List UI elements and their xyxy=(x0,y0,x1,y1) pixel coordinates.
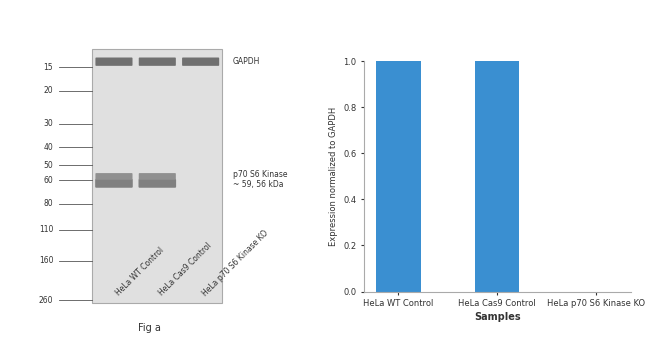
Bar xyxy=(475,61,519,292)
FancyBboxPatch shape xyxy=(182,58,219,66)
FancyBboxPatch shape xyxy=(96,173,133,180)
Text: 40: 40 xyxy=(44,143,53,152)
Text: HeLa p70 S6 Kinase KO: HeLa p70 S6 Kinase KO xyxy=(201,228,270,298)
FancyBboxPatch shape xyxy=(95,179,133,188)
Text: p70 S6 Kinase
~ 59, 56 kDa: p70 S6 Kinase ~ 59, 56 kDa xyxy=(233,170,287,189)
Text: HeLa WT Control: HeLa WT Control xyxy=(114,246,166,298)
Text: 110: 110 xyxy=(39,225,53,234)
X-axis label: Samples: Samples xyxy=(474,312,521,322)
Text: 80: 80 xyxy=(44,199,53,208)
Bar xyxy=(376,61,421,292)
Text: GAPDH: GAPDH xyxy=(233,57,260,66)
FancyBboxPatch shape xyxy=(138,179,176,188)
FancyBboxPatch shape xyxy=(138,58,176,66)
Y-axis label: Expression normalized to GAPDH: Expression normalized to GAPDH xyxy=(328,107,337,246)
Text: 60: 60 xyxy=(44,176,53,185)
Text: 50: 50 xyxy=(44,161,53,170)
Text: 20: 20 xyxy=(44,86,53,95)
Text: 160: 160 xyxy=(39,256,53,265)
Bar xyxy=(92,49,222,303)
FancyBboxPatch shape xyxy=(96,58,133,66)
Text: 15: 15 xyxy=(44,62,53,72)
Text: 30: 30 xyxy=(44,119,53,128)
Text: 260: 260 xyxy=(39,296,53,305)
Text: HeLa Cas9 Control: HeLa Cas9 Control xyxy=(157,241,214,298)
FancyBboxPatch shape xyxy=(138,173,176,180)
Text: Fig a: Fig a xyxy=(138,323,161,333)
